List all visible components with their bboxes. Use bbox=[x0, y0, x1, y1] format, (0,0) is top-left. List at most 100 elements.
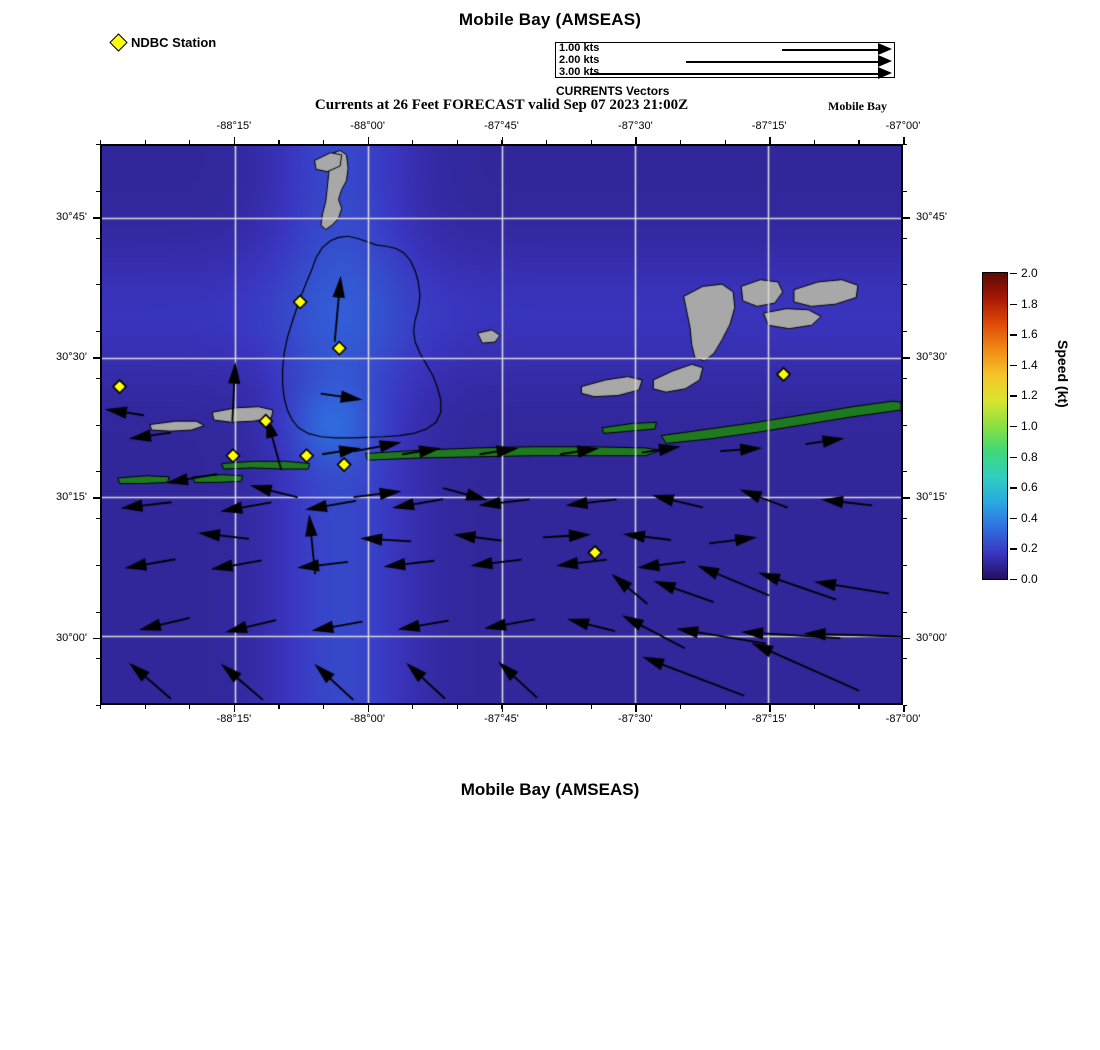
lat-minor-tick bbox=[96, 190, 100, 192]
colorbar-tick-label: 1.4 bbox=[1021, 357, 1038, 372]
lat-minor-tick bbox=[96, 284, 100, 286]
lon-minor-tick bbox=[100, 705, 102, 709]
lon-minor-tick bbox=[769, 140, 771, 144]
ndbc-station-legend: NDBC Station bbox=[109, 33, 217, 52]
lon-tick-label: -87°30' bbox=[618, 713, 653, 725]
lon-minor-tick bbox=[501, 140, 503, 144]
lon-minor-tick bbox=[858, 140, 860, 144]
lat-minor-tick bbox=[903, 471, 907, 473]
lon-minor-tick bbox=[367, 140, 369, 144]
lon-minor-tick bbox=[144, 705, 146, 709]
lat-tick-label: 30°00' bbox=[916, 631, 947, 644]
lat-tick-label: 30°00' bbox=[56, 631, 87, 644]
forecast-subtitle: Currents at 26 Feet FORECAST valid Sep 0… bbox=[314, 97, 689, 113]
colorbar-tick-label: 2.0 bbox=[1021, 266, 1038, 280]
lat-minor-tick bbox=[903, 424, 907, 426]
lon-minor-tick bbox=[679, 140, 682, 144]
lon-minor-tick bbox=[323, 140, 325, 144]
vector-legend-row: 3.00 kts bbox=[556, 66, 894, 79]
lon-minor-tick bbox=[233, 140, 235, 144]
vector-legend-label: 2.00 kts bbox=[559, 54, 600, 66]
ndbc-station-label: NDBC Station bbox=[131, 35, 217, 50]
vector-scale-legend: 1.00 kts 2.00 kts 3.00 kts bbox=[555, 42, 895, 79]
lat-minor-tick bbox=[96, 658, 100, 660]
vector-legend-caption: CURRENTS Vectors bbox=[556, 84, 670, 98]
lon-minor-tick bbox=[278, 705, 280, 709]
lat-minor-tick bbox=[903, 518, 907, 520]
lon-minor-tick bbox=[635, 140, 637, 144]
map-plot-area[interactable] bbox=[100, 144, 903, 705]
colorbar-tick-label: 0.2 bbox=[1021, 541, 1038, 556]
colorbar-tick bbox=[1010, 579, 1017, 581]
colorbar-axis-title: Speed (kt) bbox=[1055, 340, 1071, 408]
lon-tick-label: -87°15' bbox=[751, 120, 787, 132]
colorbar-tick bbox=[1010, 487, 1017, 489]
vector-legend-row: 1.00 kts bbox=[556, 42, 894, 55]
lat-minor-tick bbox=[903, 237, 907, 239]
lon-tick bbox=[903, 705, 905, 712]
colorbar-tick-label: 1.2 bbox=[1021, 388, 1038, 403]
lon-minor-tick bbox=[323, 705, 325, 709]
lat-minor-tick bbox=[96, 705, 100, 707]
lat-minor-tick bbox=[903, 564, 907, 566]
colorbar-tick-label: 0.0 bbox=[1021, 572, 1038, 586]
colorbar-tick bbox=[1010, 334, 1017, 336]
lon-tick-label: -88°00' bbox=[350, 713, 385, 725]
colorbar-tick bbox=[1010, 426, 1017, 428]
lon-minor-tick bbox=[546, 140, 548, 144]
region-label: Mobile Bay bbox=[828, 99, 887, 113]
lat-minor-tick bbox=[96, 611, 100, 613]
lat-minor-tick bbox=[903, 331, 907, 333]
lat-minor-tick bbox=[96, 331, 100, 333]
vector-legend-shaft bbox=[590, 73, 878, 75]
colorbar-tick bbox=[1010, 303, 1017, 305]
lon-tick-label: -87°00' bbox=[885, 713, 921, 725]
lon-minor-tick bbox=[590, 140, 592, 144]
vector-legend-shaft bbox=[782, 49, 878, 51]
lat-minor-tick bbox=[903, 705, 907, 707]
lat-minor-tick bbox=[903, 377, 907, 379]
lat-tick-label: 30°15' bbox=[56, 491, 87, 504]
lat-minor-tick bbox=[903, 284, 907, 286]
lat-minor-tick bbox=[903, 144, 907, 146]
lat-tick bbox=[93, 216, 100, 219]
colorbar-tick bbox=[1010, 456, 1017, 458]
lat-tick-label: 30°30' bbox=[56, 351, 87, 364]
page-title: Mobile Bay (AMSEAS) bbox=[458, 10, 642, 29]
bottom-caption: Mobile Bay (AMSEAS) bbox=[460, 780, 640, 799]
lon-tick-label: -87°15' bbox=[751, 713, 787, 725]
vector-legend-shaft bbox=[686, 61, 878, 63]
lat-minor-tick bbox=[96, 471, 100, 473]
vector-legend-arrowhead bbox=[878, 67, 892, 79]
lon-tick-label: -88°00' bbox=[350, 120, 385, 132]
colorbar-tick-label: 1.0 bbox=[1021, 419, 1038, 433]
lon-tick-label: -87°45' bbox=[484, 120, 519, 132]
lat-minor-tick bbox=[96, 518, 100, 520]
colorbar-gradient bbox=[983, 273, 1007, 579]
lon-minor-tick bbox=[189, 705, 191, 709]
colorbar-tick bbox=[1010, 395, 1017, 397]
lat-tick bbox=[93, 497, 100, 500]
lon-minor-tick bbox=[813, 705, 815, 709]
lat-tick bbox=[903, 497, 910, 500]
diamond-station-icon bbox=[109, 33, 128, 52]
lat-minor-tick bbox=[96, 144, 100, 146]
lat-tick-label: 30°30' bbox=[916, 351, 947, 364]
lon-tick-label: -88°15' bbox=[216, 713, 252, 725]
vector-legend-row: 2.00 kts bbox=[556, 54, 894, 67]
lat-minor-tick bbox=[96, 424, 100, 426]
lat-tick bbox=[93, 637, 100, 640]
lat-tick bbox=[93, 357, 100, 359]
lon-minor-tick bbox=[590, 705, 592, 709]
lon-tick-label: -87°45' bbox=[484, 713, 519, 725]
lon-minor-tick bbox=[189, 140, 191, 144]
lon-minor-tick bbox=[858, 705, 860, 709]
lat-tick-label: 30°45' bbox=[56, 210, 87, 223]
lon-tick-label: -87°30' bbox=[618, 120, 653, 132]
lon-minor-tick bbox=[546, 705, 548, 709]
lat-minor-tick bbox=[96, 377, 100, 379]
colorbar-tick bbox=[1010, 273, 1017, 275]
lon-minor-tick bbox=[456, 140, 459, 144]
lon-tick-label: -87°00' bbox=[885, 120, 921, 132]
lon-minor-tick bbox=[278, 140, 280, 144]
